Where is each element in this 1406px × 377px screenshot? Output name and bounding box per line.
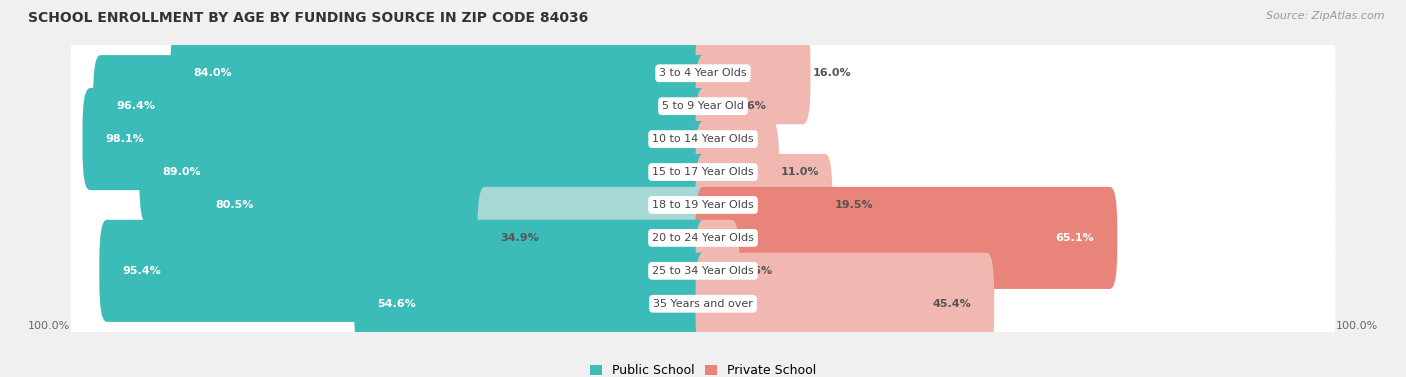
FancyBboxPatch shape (70, 121, 1336, 223)
Text: 5 to 9 Year Old: 5 to 9 Year Old (662, 101, 744, 111)
FancyBboxPatch shape (478, 187, 710, 289)
Text: 45.4%: 45.4% (932, 299, 972, 309)
Text: 95.4%: 95.4% (122, 266, 162, 276)
FancyBboxPatch shape (70, 220, 1336, 322)
FancyBboxPatch shape (100, 220, 710, 322)
Text: 100.0%: 100.0% (28, 321, 70, 331)
FancyBboxPatch shape (696, 55, 733, 157)
Text: 4.6%: 4.6% (741, 266, 772, 276)
FancyBboxPatch shape (696, 154, 832, 256)
FancyBboxPatch shape (70, 154, 1336, 256)
Text: 54.6%: 54.6% (377, 299, 416, 309)
FancyBboxPatch shape (170, 22, 710, 124)
Legend: Public School, Private School: Public School, Private School (589, 364, 817, 377)
Text: 19.5%: 19.5% (834, 200, 873, 210)
Text: 10 to 14 Year Olds: 10 to 14 Year Olds (652, 134, 754, 144)
FancyBboxPatch shape (193, 154, 710, 256)
Text: 25 to 34 Year Olds: 25 to 34 Year Olds (652, 266, 754, 276)
FancyBboxPatch shape (696, 253, 994, 355)
Text: 11.0%: 11.0% (782, 167, 820, 177)
Text: 18 to 19 Year Olds: 18 to 19 Year Olds (652, 200, 754, 210)
Text: 1.9%: 1.9% (724, 134, 755, 144)
FancyBboxPatch shape (93, 55, 710, 157)
FancyBboxPatch shape (70, 88, 1336, 190)
FancyBboxPatch shape (354, 253, 710, 355)
FancyBboxPatch shape (83, 88, 710, 190)
FancyBboxPatch shape (696, 187, 1118, 289)
Text: 3.6%: 3.6% (735, 101, 766, 111)
FancyBboxPatch shape (696, 22, 810, 124)
FancyBboxPatch shape (139, 121, 710, 223)
Text: 98.1%: 98.1% (105, 134, 145, 144)
Text: 65.1%: 65.1% (1056, 233, 1094, 243)
Text: 80.5%: 80.5% (215, 200, 254, 210)
FancyBboxPatch shape (696, 220, 740, 322)
Text: 34.9%: 34.9% (501, 233, 540, 243)
Text: 96.4%: 96.4% (117, 101, 155, 111)
Text: 16.0%: 16.0% (813, 68, 851, 78)
Text: 35 Years and over: 35 Years and over (652, 299, 754, 309)
FancyBboxPatch shape (696, 121, 779, 223)
Text: 3 to 4 Year Olds: 3 to 4 Year Olds (659, 68, 747, 78)
Text: 20 to 24 Year Olds: 20 to 24 Year Olds (652, 233, 754, 243)
FancyBboxPatch shape (696, 88, 723, 190)
FancyBboxPatch shape (70, 253, 1336, 355)
Text: Source: ZipAtlas.com: Source: ZipAtlas.com (1267, 11, 1385, 21)
Text: 89.0%: 89.0% (163, 167, 201, 177)
Text: 84.0%: 84.0% (194, 68, 232, 78)
FancyBboxPatch shape (70, 22, 1336, 124)
Text: SCHOOL ENROLLMENT BY AGE BY FUNDING SOURCE IN ZIP CODE 84036: SCHOOL ENROLLMENT BY AGE BY FUNDING SOUR… (28, 11, 588, 25)
FancyBboxPatch shape (70, 55, 1336, 157)
Text: 100.0%: 100.0% (1336, 321, 1378, 331)
Text: 15 to 17 Year Olds: 15 to 17 Year Olds (652, 167, 754, 177)
FancyBboxPatch shape (70, 187, 1336, 289)
